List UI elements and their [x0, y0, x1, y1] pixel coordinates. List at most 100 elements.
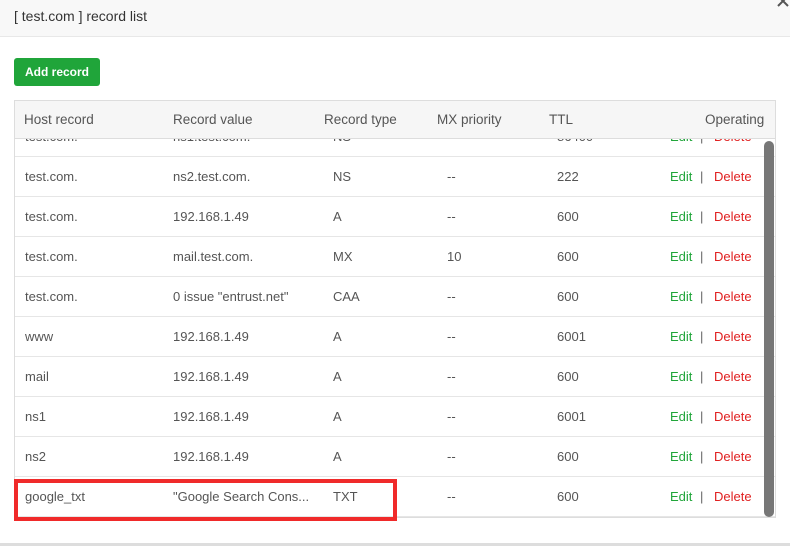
table-cell: A — [333, 369, 342, 384]
separator: | — [700, 289, 704, 304]
table-row: mail 192.168.1.49 A -- 600 Edit | Delete — [15, 357, 775, 397]
separator: | — [700, 169, 704, 184]
edit-link[interactable]: Edit — [670, 209, 693, 224]
table-cell: "Google Search Cons... — [173, 489, 310, 504]
table-cell: 10 — [447, 249, 462, 264]
table-cell: -- — [447, 409, 456, 424]
table-cell: 600 — [557, 369, 579, 384]
table-cell: 600 — [557, 249, 579, 264]
table-row: test.com. ns1.test.com. NS -- 86400 Edit | Dele… — [15, 138, 775, 157]
table-cell: -- — [447, 369, 456, 384]
table-cell: test.com. — [25, 209, 78, 224]
table-cell: A — [333, 329, 342, 344]
table-body: test.com. ns1.test.com. NS -- 86400 Edit | Dele… — [15, 138, 775, 517]
table-cell: ns2 — [25, 449, 46, 464]
edit-link[interactable]: Edit — [670, 289, 693, 304]
table-cell: ns1.test.com. — [173, 138, 250, 144]
table-cell: A — [333, 449, 342, 464]
separator: | — [700, 369, 704, 384]
table-cell: -- — [447, 449, 456, 464]
delete-link[interactable]: Delete — [714, 289, 752, 304]
table-cell: test.com. — [25, 138, 78, 144]
edit-link[interactable]: Edit — [670, 409, 693, 424]
close-button[interactable] — [776, 0, 790, 8]
table-cell: 192.168.1.49 — [173, 329, 249, 344]
table-row: test.com. mail.test.com. MX 10 600 Edit | Delet… — [15, 237, 775, 277]
column-header: Record value — [173, 112, 253, 127]
table-header: Host record Record value Record type MX pri… — [15, 101, 775, 139]
dialog-title: [ test.com ] record list — [14, 8, 148, 24]
delete-link[interactable]: Delete — [714, 209, 752, 224]
table-cell: NS — [333, 138, 351, 144]
add-record-button[interactable]: Add record — [14, 58, 100, 86]
separator: | — [700, 209, 704, 224]
column-header: TTL — [549, 112, 574, 127]
table-cell: ns2.test.com. — [173, 169, 251, 184]
edit-link[interactable]: Edit — [670, 138, 692, 144]
column-header: Host record — [24, 112, 94, 127]
separator: | — [700, 489, 704, 504]
table-cell: google_txt — [25, 489, 85, 504]
edit-link[interactable]: Edit — [670, 449, 693, 464]
delete-link[interactable]: Delete — [714, 138, 752, 144]
table-cell: 192.168.1.49 — [173, 449, 249, 464]
table-cell: MX — [333, 249, 353, 264]
separator: | — [700, 329, 704, 344]
table-cell: 192.168.1.49 — [173, 209, 249, 224]
table-cell: 600 — [557, 489, 579, 504]
table-cell: -- — [447, 289, 456, 304]
table-row: test.com. 0 issue "entrust.net" CAA -- 600 Ed… — [15, 277, 775, 317]
table-cell: A — [333, 209, 342, 224]
separator: | — [700, 138, 703, 144]
table-cell: test.com. — [25, 169, 78, 184]
table-rows: test.com. ns1.test.com. NS -- 86400 Edit | Dele… — [15, 138, 775, 517]
edit-link[interactable]: Edit — [670, 489, 693, 504]
scrollbar[interactable] — [764, 141, 774, 517]
table-cell: NS — [333, 169, 352, 184]
table-cell: 600 — [557, 449, 579, 464]
table-row: ns1 192.168.1.49 A -- 6001 Edit | Delete — [15, 397, 775, 437]
delete-link[interactable]: Delete — [714, 489, 752, 504]
dialog-header: [ test.com ] record list — [0, 0, 790, 37]
edit-link[interactable]: Edit — [670, 369, 693, 384]
highlight-box — [14, 479, 397, 521]
edit-link[interactable]: Edit — [670, 249, 693, 264]
table-cell: -- — [447, 169, 456, 184]
table-cell: 86400 — [557, 138, 593, 144]
table-cell: ns1 — [25, 409, 46, 424]
delete-link[interactable]: Delete — [714, 249, 752, 264]
delete-link[interactable]: Delete — [714, 409, 752, 424]
delete-link[interactable]: Delete — [714, 329, 752, 344]
delete-link[interactable]: Delete — [714, 169, 752, 184]
table-cell: 222 — [557, 169, 579, 184]
table-row: test.com. 192.168.1.49 A -- 600 Edit | Delete — [15, 197, 775, 237]
table-cell: A — [333, 409, 342, 424]
bottom-border — [0, 543, 790, 546]
record-table: Host record Record value Record type MX pri… — [14, 100, 776, 518]
table-row: test.com. ns2.test.com. NS -- 222 Edit | Delete — [15, 157, 775, 197]
table-cell: -- — [447, 209, 456, 224]
column-header: Record type — [324, 112, 397, 127]
table-cell: CAA — [333, 289, 360, 304]
table-cell: 6001 — [557, 329, 586, 344]
table-row: ns2 192.168.1.49 A -- 600 Edit | Delete — [15, 437, 775, 477]
column-header: MX priority — [437, 112, 502, 127]
table-cell: 600 — [557, 289, 579, 304]
table-cell: TXT — [333, 489, 358, 504]
table-cell: -- — [447, 489, 456, 504]
table-cell: -- — [447, 138, 456, 144]
table-cell: -- — [447, 329, 456, 344]
table-cell: www — [25, 329, 54, 344]
table-cell: test.com. — [25, 289, 78, 304]
table-cell: mail.test.com. — [173, 249, 254, 264]
table-cell: 192.168.1.49 — [173, 409, 249, 424]
delete-link[interactable]: Delete — [714, 369, 752, 384]
table-cell: 192.168.1.49 — [173, 369, 249, 384]
edit-link[interactable]: Edit — [670, 169, 693, 184]
edit-link[interactable]: Edit — [670, 329, 693, 344]
table-cell: 6001 — [557, 409, 586, 424]
table-cell: test.com. — [25, 249, 78, 264]
separator: | — [700, 249, 704, 264]
delete-link[interactable]: Delete — [714, 449, 752, 464]
